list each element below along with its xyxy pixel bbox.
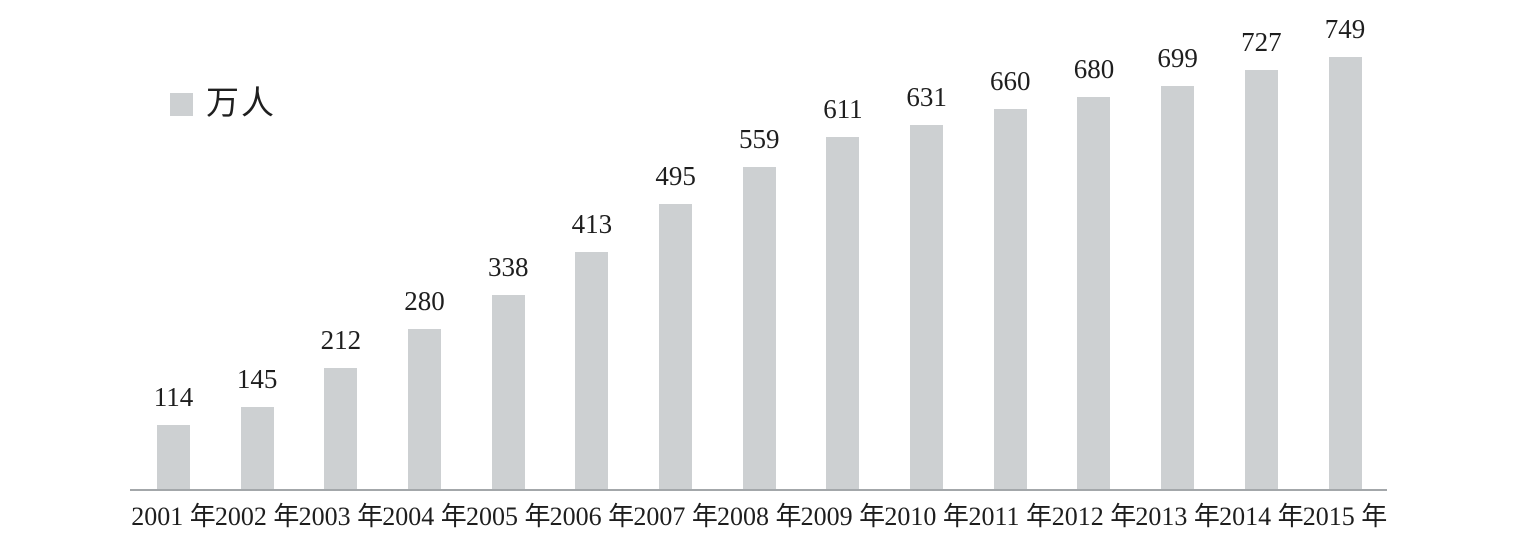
bar-value-label: 413 <box>571 209 613 240</box>
x-axis-label: 2001 年 <box>131 502 216 531</box>
bar-value-label: 280 <box>404 286 445 317</box>
bar-value-label: 749 <box>1324 14 1366 45</box>
bar <box>742 167 776 491</box>
x-axis-label: 2011 年 <box>968 502 1053 531</box>
bar <box>993 109 1027 491</box>
bar <box>1244 70 1278 491</box>
legend-label: 万人 <box>206 86 276 122</box>
bar <box>910 125 944 491</box>
bar <box>826 137 860 491</box>
bar-value-label: 727 <box>1241 27 1282 58</box>
bar <box>1328 57 1362 491</box>
bar-value-label: 559 <box>739 124 780 155</box>
bar <box>1161 86 1195 491</box>
legend: 万人 <box>170 88 276 121</box>
x-axis-label: 2008 年 <box>716 502 802 531</box>
x-axis-label: 2013 年 <box>1135 502 1220 531</box>
x-axis-label: 2015 年 <box>1302 502 1388 531</box>
x-axis-label: 2012 年 <box>1051 502 1137 531</box>
x-axis-label: 2007 年 <box>633 502 718 531</box>
x-axis-label: 2004 年 <box>382 502 467 531</box>
bar-value-label: 631 <box>906 82 947 113</box>
bar-value-label: 699 <box>1157 43 1198 74</box>
bar <box>324 368 358 491</box>
x-axis-label: 2002 年 <box>214 502 300 531</box>
x-axis-label: 2009 年 <box>800 502 886 531</box>
x-axis-label: 2003 年 <box>298 502 384 531</box>
bar <box>659 204 693 491</box>
bar <box>157 425 190 491</box>
bar-value-label: 495 <box>655 161 696 192</box>
bar-value-label: 145 <box>236 364 278 395</box>
bar <box>1077 97 1111 491</box>
legend-swatch <box>170 93 193 116</box>
bar-value-label: 611 <box>823 94 863 125</box>
bar-value-label: 114 <box>153 382 194 413</box>
x-axis-label: 2014 年 <box>1219 502 1304 531</box>
bar-value-label: 680 <box>1073 54 1115 85</box>
bar <box>491 295 525 491</box>
bar-value-label: 338 <box>487 252 529 283</box>
bar <box>408 329 442 491</box>
x-axis-line <box>130 489 1387 491</box>
x-axis-label: 2006 年 <box>549 502 635 531</box>
bar-value-label: 660 <box>990 66 1031 97</box>
bar <box>575 252 609 491</box>
bar <box>240 407 274 491</box>
x-axis-label: 2005 年 <box>465 502 551 531</box>
x-axis-label: 2010 年 <box>884 502 969 531</box>
bar-value-label: 212 <box>320 325 362 356</box>
